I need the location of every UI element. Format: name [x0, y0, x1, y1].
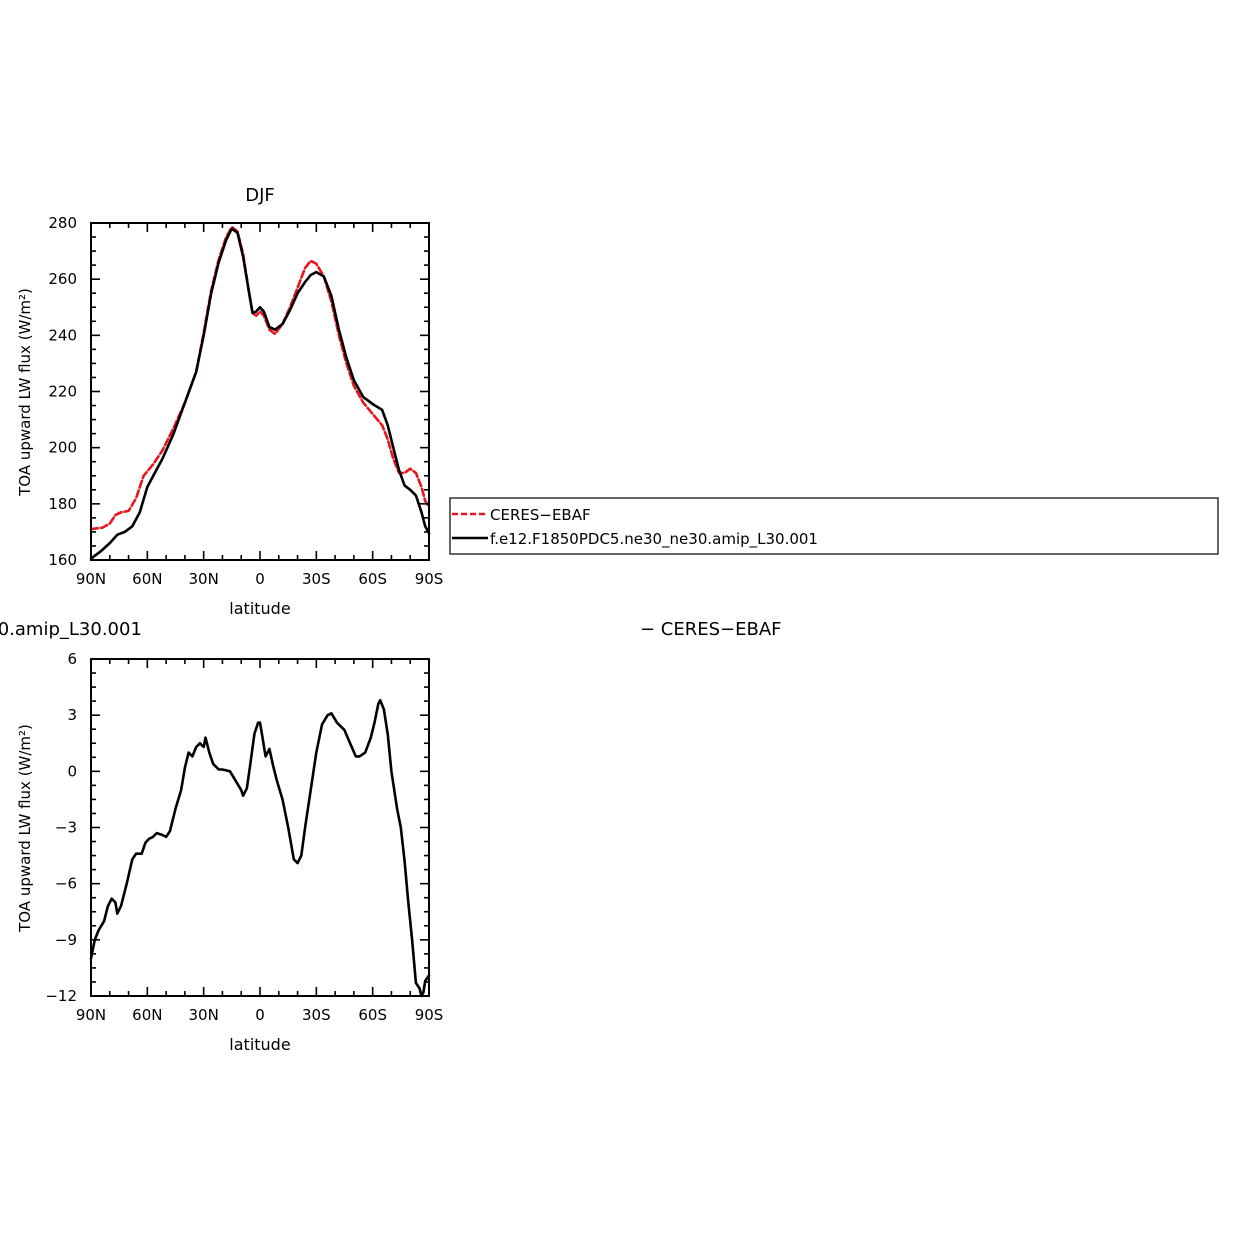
x-axis-label: latitude — [229, 1035, 290, 1054]
y-tick-label: −9 — [55, 931, 77, 949]
y-tick-label: −6 — [55, 875, 77, 893]
chart-title-left: .0.amip_L30.001 — [0, 619, 142, 640]
x-tick-label: 60S — [358, 570, 387, 588]
y-tick-label: 6 — [67, 650, 77, 668]
series-line-0 — [89, 698, 431, 998]
x-tick-label: 30N — [189, 1006, 219, 1024]
plot-area: 90N 60N 30N 0 30S 60S 90S 160 180 200 220 240 260 280 — [48, 214, 443, 588]
chart-title-right: − CERES−EBAF — [640, 619, 782, 640]
x-tick-label: 90S — [415, 1006, 444, 1024]
x-tick-label: 90S — [415, 570, 444, 588]
y-tick-label: 260 — [48, 270, 77, 288]
y-tick-label: 200 — [48, 439, 77, 457]
chart-title: DJF — [245, 185, 275, 206]
x-axis-label: latitude — [229, 599, 290, 618]
x-tick-label: 30N — [189, 570, 219, 588]
y-tick-label: 0 — [67, 762, 77, 780]
y-tick-label: 3 — [67, 706, 77, 724]
x-tick-label: 30S — [302, 570, 331, 588]
y-tick-label: −12 — [45, 987, 77, 1005]
y-tick-label: 220 — [48, 383, 77, 401]
plot-area: 90N 60N 30N 0 30S 60S 90S −12 −9 −6 −3 0 3 6 — [45, 650, 443, 1024]
y-tick-label: 160 — [48, 551, 77, 569]
x-tick-label: 60N — [132, 1006, 162, 1024]
legend-box — [449, 497, 1219, 555]
x-tick-label: 90N — [76, 1006, 106, 1024]
legend-label-ceres: CERES−EBAF — [490, 506, 591, 524]
y-tick-label: 280 — [48, 214, 77, 232]
y-tick-label: 180 — [48, 495, 77, 513]
chart-djf: DJF 90N 60N 30N 0 30S 60S 90S 160 180 200 220 240 26… — [16, 185, 443, 618]
y-tick-label: −3 — [55, 819, 77, 837]
x-tick-label: 0 — [255, 570, 265, 588]
series-line-1 — [89, 227, 431, 560]
x-tick-label: 0 — [255, 1006, 265, 1024]
legend: CERES−EBAF f.e12.F1850PDC5.ne30_ne30.ami… — [449, 497, 1219, 555]
x-tick-label: 90N — [76, 570, 106, 588]
y-axis-label: TOA upward LW flux (W/m²) — [16, 288, 34, 497]
x-tick-label: 60S — [358, 1006, 387, 1024]
chart-difference: .0.amip_L30.001 − CERES−EBAF 90N 60N 30N 0 3… — [0, 619, 782, 1054]
legend-label-model: f.e12.F1850PDC5.ne30_ne30.amip_L30.001 — [490, 530, 818, 549]
x-tick-label: 30S — [302, 1006, 331, 1024]
y-tick-label: 240 — [48, 326, 77, 344]
series-line-0 — [89, 225, 431, 531]
y-axis-label: TOA upward LW flux (W/m²) — [16, 724, 34, 933]
x-tick-label: 60N — [132, 570, 162, 588]
